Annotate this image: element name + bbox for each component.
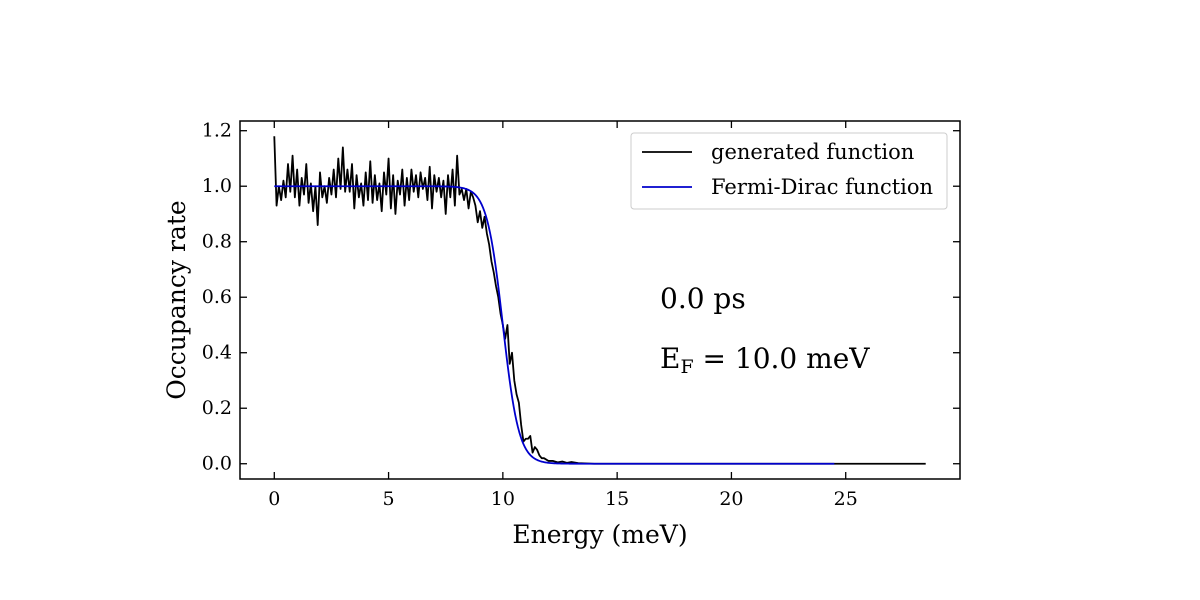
y-axis-label: Occupancy rate bbox=[162, 200, 191, 399]
y-tick-label: 1.2 bbox=[202, 120, 232, 142]
fermi-energy-annotation: EF = 10.0 meV bbox=[660, 342, 870, 378]
series-line-fermi-dirac bbox=[274, 185, 835, 465]
x-tick-label: 20 bbox=[719, 488, 743, 510]
time-annotation: 0.0 ps bbox=[660, 282, 746, 315]
x-tick-label: 15 bbox=[605, 488, 629, 510]
fermi-energy-value: = 10.0 meV bbox=[694, 342, 871, 375]
y-tick-label: 1.0 bbox=[202, 175, 232, 197]
x-tick-label: 10 bbox=[491, 488, 515, 510]
y-tick-label: 0.0 bbox=[202, 453, 232, 475]
y-tick-label: 0.8 bbox=[202, 231, 232, 253]
y-tick-label: 0.6 bbox=[202, 286, 232, 308]
legend-box bbox=[630, 132, 948, 210]
plot-frame bbox=[239, 120, 961, 480]
x-tick-label: 5 bbox=[383, 488, 395, 510]
x-tick-label: 0 bbox=[268, 488, 280, 510]
axis-tick-labels: 0 5 10 15 20 25 0.0 0.2 0.4 0.6 0.8 1.0 1.2 bbox=[202, 120, 858, 510]
legend-label-fermi-dirac: Fermi-Dirac function bbox=[711, 175, 933, 199]
fermi-energy-symbol: E bbox=[660, 342, 680, 375]
axis-ticks bbox=[240, 121, 960, 479]
x-axis-label: Energy (meV) bbox=[512, 520, 687, 549]
plot-content bbox=[273, 136, 926, 465]
x-tick-label: 25 bbox=[834, 488, 858, 510]
y-tick-label: 0.2 bbox=[202, 397, 232, 419]
fermi-energy-subscript: F bbox=[680, 356, 693, 378]
legend-label-generated: generated function bbox=[711, 140, 914, 164]
series-line-generated bbox=[273, 136, 926, 465]
y-tick-label: 0.4 bbox=[202, 342, 232, 364]
legend: generated function Fermi-Dirac function bbox=[630, 132, 948, 210]
